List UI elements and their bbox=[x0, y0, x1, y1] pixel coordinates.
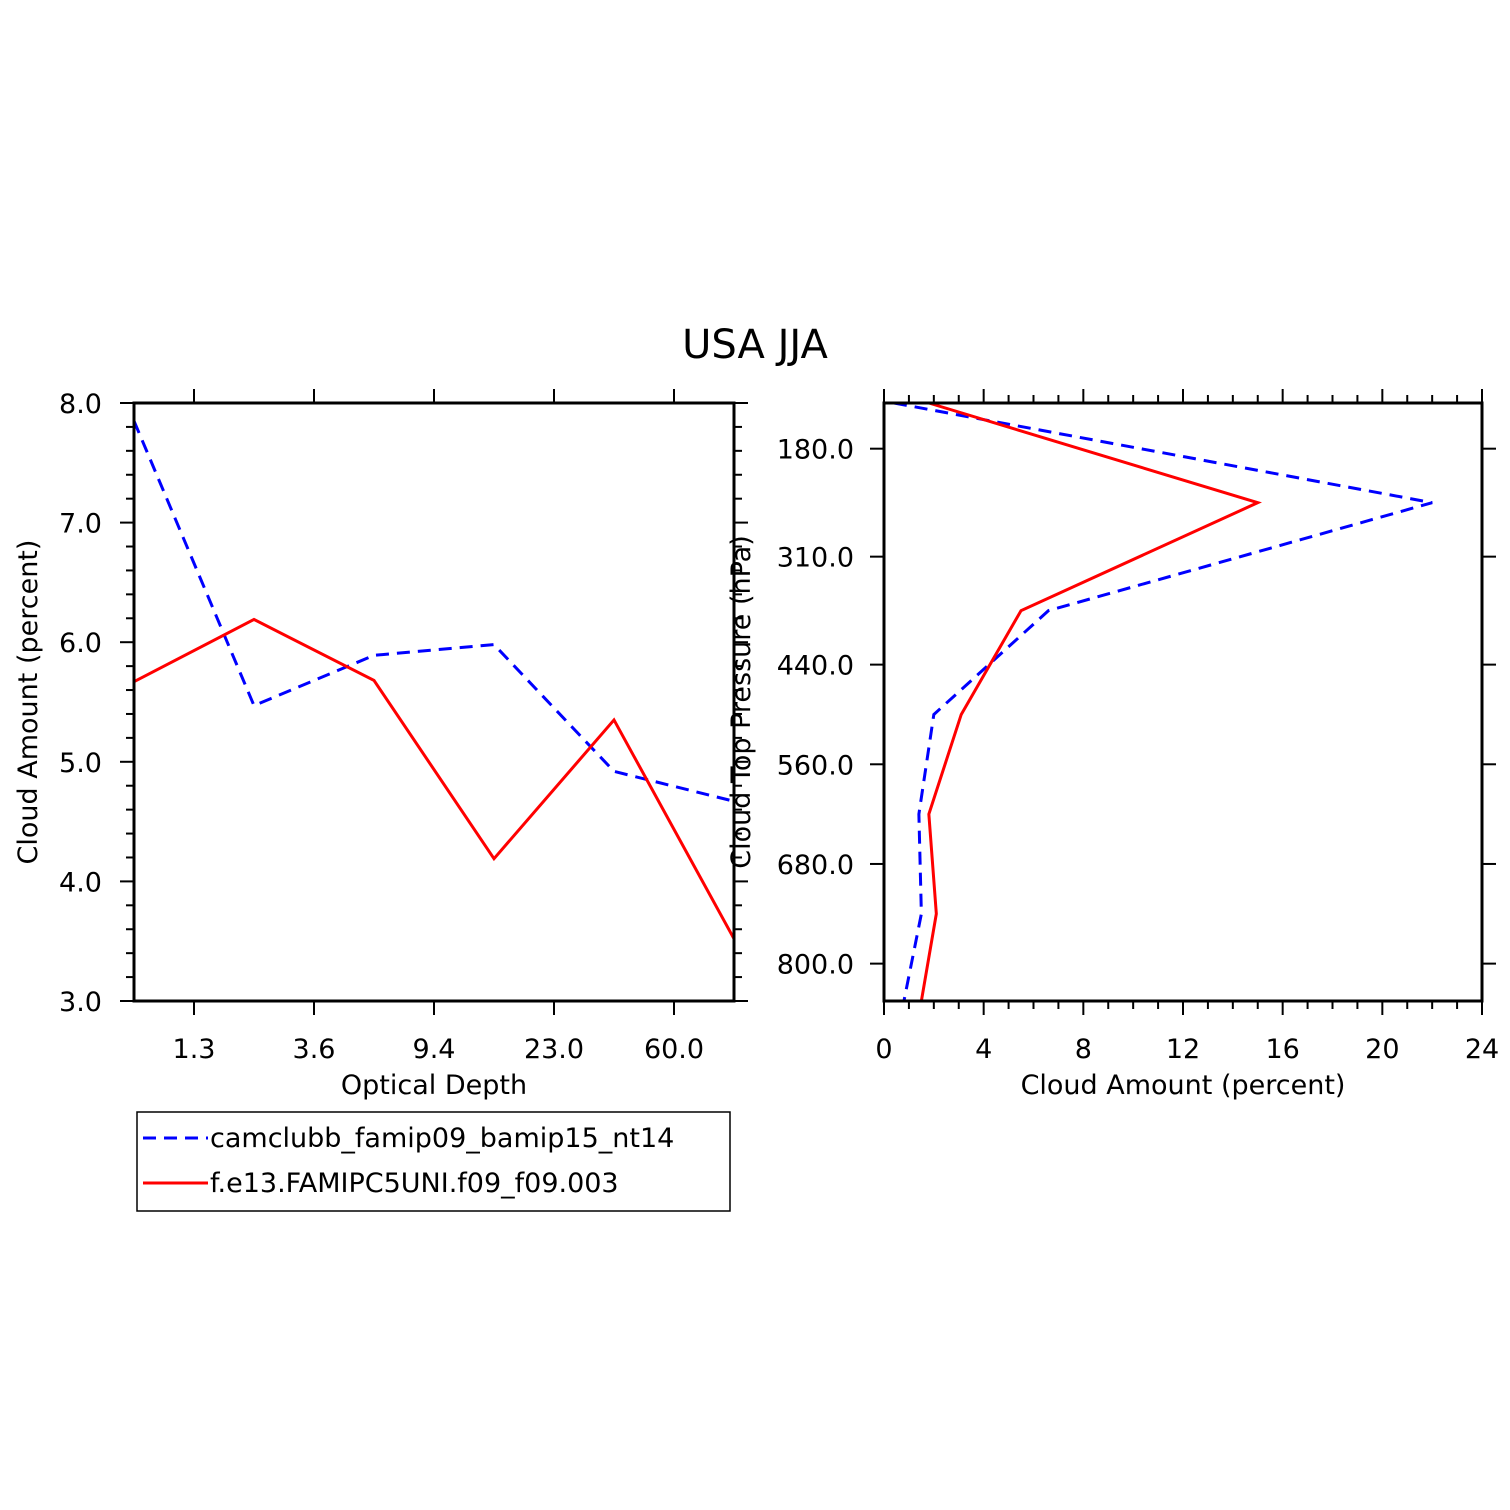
optical-depth-plot-area bbox=[132, 420, 736, 940]
pressure-series-blue bbox=[893, 401, 1433, 1002]
pressure-y-tick-label: 310.0 bbox=[777, 543, 854, 574]
pressure-x-tick-label: 16 bbox=[1265, 1034, 1299, 1065]
pressure-panel: 0 4 8 12 16 20 24 180.0 310.0 440.0 560.0 680.0 800.… bbox=[726, 389, 1499, 1101]
optical-depth-y-tick-label: 3.0 bbox=[59, 987, 102, 1018]
legend-entry-red: f.e13.FAMIPC5UNI.f09_f09.003 bbox=[210, 1168, 619, 1199]
optical-depth-panel: 3.0 4.0 5.0 6.0 7.0 8.0 1.3 3.6 9.4 23.0 60.0 Opti… bbox=[13, 389, 748, 1101]
optical-depth-x-tick-label: 1.3 bbox=[173, 1034, 216, 1065]
legend-entry-blue: camclubb_famip09_bamip15_nt14 bbox=[210, 1123, 674, 1154]
optical-depth-y-tick-label: 8.0 bbox=[59, 389, 102, 420]
pressure-x-tick-label: 8 bbox=[1075, 1034, 1092, 1065]
pressure-plot-area bbox=[893, 401, 1433, 1002]
pressure-y-tick-label: 680.0 bbox=[777, 850, 854, 881]
optical-depth-y-tick-label: 7.0 bbox=[59, 509, 102, 540]
optical-depth-y-label: Cloud Amount (percent) bbox=[13, 540, 44, 865]
optical-depth-y-tick-label: 5.0 bbox=[59, 748, 102, 779]
optical-depth-x-label: Optical Depth bbox=[341, 1070, 527, 1101]
pressure-x-tick-label: 0 bbox=[875, 1034, 892, 1065]
legend: camclubb_famip09_bamip15_nt14 f.e13.FAMI… bbox=[136, 1111, 731, 1212]
optical-depth-series-blue bbox=[132, 420, 735, 803]
pressure-y-label: Cloud Top Pressure (hPa) bbox=[726, 535, 757, 869]
legend-box bbox=[136, 1111, 731, 1212]
pressure-x-label: Cloud Amount (percent) bbox=[1021, 1070, 1346, 1101]
pressure-y-tick-label: 800.0 bbox=[777, 950, 854, 981]
pressure-y-tick-label: 440.0 bbox=[777, 651, 854, 682]
optical-depth-ticks: 3.0 4.0 5.0 6.0 7.0 8.0 1.3 3.6 9.4 23.0 60.0 bbox=[59, 389, 748, 1065]
pressure-y-tick-label: 560.0 bbox=[777, 750, 854, 781]
pressure-series-red bbox=[919, 401, 1262, 1002]
optical-depth-x-tick-label: 23.0 bbox=[524, 1034, 584, 1065]
optical-depth-x-tick-label: 9.4 bbox=[413, 1034, 456, 1065]
pressure-x-tick-label: 24 bbox=[1465, 1034, 1499, 1065]
optical-depth-series-red bbox=[133, 617, 736, 940]
optical-depth-y-tick-label: 6.0 bbox=[59, 628, 102, 659]
pressure-x-tick-label: 20 bbox=[1365, 1034, 1399, 1065]
optical-depth-plot-frame bbox=[132, 401, 736, 1003]
figure-title: USA JJA bbox=[682, 322, 828, 368]
pressure-plot-frame bbox=[882, 401, 1484, 1003]
optical-depth-x-tick-label: 3.6 bbox=[293, 1034, 336, 1065]
pressure-y-tick-label: 180.0 bbox=[777, 435, 854, 466]
pressure-x-tick-label: 12 bbox=[1166, 1034, 1200, 1065]
optical-depth-y-tick-label: 4.0 bbox=[59, 867, 102, 898]
optical-depth-x-tick-label: 60.0 bbox=[644, 1034, 704, 1065]
pressure-x-tick-label: 4 bbox=[975, 1034, 992, 1065]
pressure-ticks: 0 4 8 12 16 20 24 180.0 310.0 440.0 560.0 680.0 800.… bbox=[777, 389, 1499, 1065]
